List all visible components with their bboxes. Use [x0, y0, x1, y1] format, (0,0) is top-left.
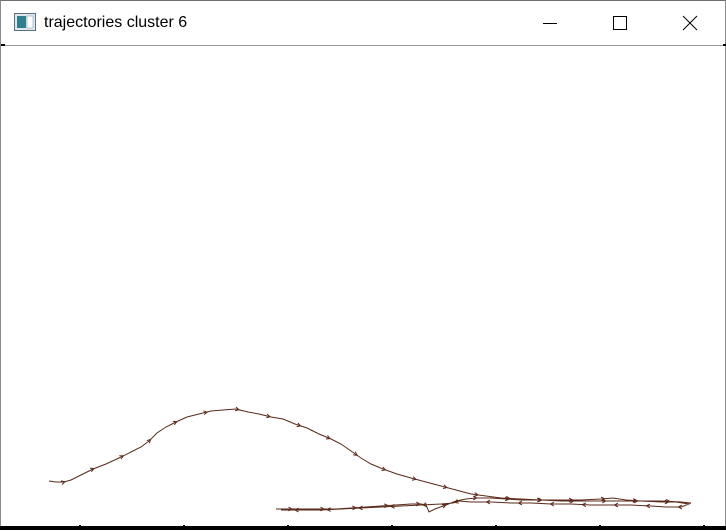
trajectory-arrow-icon: [389, 503, 395, 509]
trajectory-arrow-icon: [352, 505, 357, 511]
trajectory-arrow-icon: [296, 422, 302, 428]
trajectory-arrow-icon: [146, 438, 152, 444]
trajectory-arrow-icon: [517, 500, 523, 506]
trajectory-arrow-icon: [266, 413, 272, 419]
maximize-button[interactable]: [585, 1, 655, 45]
trajectory-arrow-icon: [664, 499, 670, 505]
trajectory-arrow-icon: [645, 503, 651, 509]
trajectory-arrow-icon: [632, 498, 638, 503]
close-icon: [682, 15, 698, 31]
trajectory-arrow-markers: [60, 406, 683, 513]
trajectory-arrow-icon: [485, 499, 491, 505]
trajectory-arrow-icon: [381, 466, 387, 471]
trajectory-arrow-icon: [416, 501, 421, 507]
trajectory-arrow-icon: [613, 502, 619, 508]
trajectory-arrow-icon: [203, 410, 209, 416]
left-edge-tick: [1, 44, 5, 46]
trajectory-arrow-icon: [453, 499, 459, 504]
trajectory-arrow-icon: [581, 502, 587, 508]
trajectory-arrow-icon: [600, 496, 606, 502]
trajectory-arrow-icon: [421, 502, 427, 508]
trajectory-arrow-icon: [441, 504, 447, 509]
trajectory-arrow-icon: [504, 496, 510, 502]
trajectory-arrow-icon: [536, 497, 542, 503]
trajectory-arrow-icon: [119, 455, 125, 460]
trajectory-arrow-icon: [89, 467, 95, 472]
bottom-border: [0, 526, 726, 530]
trajectory-arrow-icon: [442, 484, 448, 490]
trajectory-curve-hump: [48, 408, 692, 504]
minimize-icon: [543, 23, 557, 24]
trajectory-arrow-icon: [474, 492, 480, 497]
trajectory-arrow-icon: [549, 501, 555, 507]
trajectory-curve-lower: [276, 497, 691, 513]
trajectory-arrow-icon: [325, 435, 331, 440]
trajectory-arrow-icon: [353, 451, 358, 456]
trajectory-arrow-icon: [411, 476, 417, 481]
plot-canvas: [1, 46, 725, 529]
trajectory-arrow-icon: [60, 480, 66, 485]
close-button[interactable]: [655, 1, 725, 45]
title-bar[interactable]: trajectories cluster 6: [1, 1, 725, 46]
trajectory-arrow-icon: [384, 503, 389, 509]
app-window-icon: [14, 13, 36, 31]
trajectory-arrow-icon: [357, 505, 363, 511]
trajectory-arrow-icon: [320, 506, 326, 512]
trajectory-arrow-icon: [472, 495, 478, 501]
window-title: trajectories cluster 6: [44, 14, 188, 31]
maximize-icon: [613, 16, 627, 30]
trajectory-arrow-icon: [325, 507, 331, 512]
trajectory-arrow-icon: [172, 420, 178, 426]
right-edge-tick: [723, 44, 726, 46]
minimize-button[interactable]: [515, 1, 585, 45]
trajectory-arrow-icon: [288, 506, 294, 512]
trajectory-arrow-icon: [677, 504, 683, 510]
trajectory-arrow-icon: [294, 507, 299, 513]
trajectory-arrow-icon: [234, 406, 240, 412]
trajectory-arrow-icon: [568, 497, 574, 503]
